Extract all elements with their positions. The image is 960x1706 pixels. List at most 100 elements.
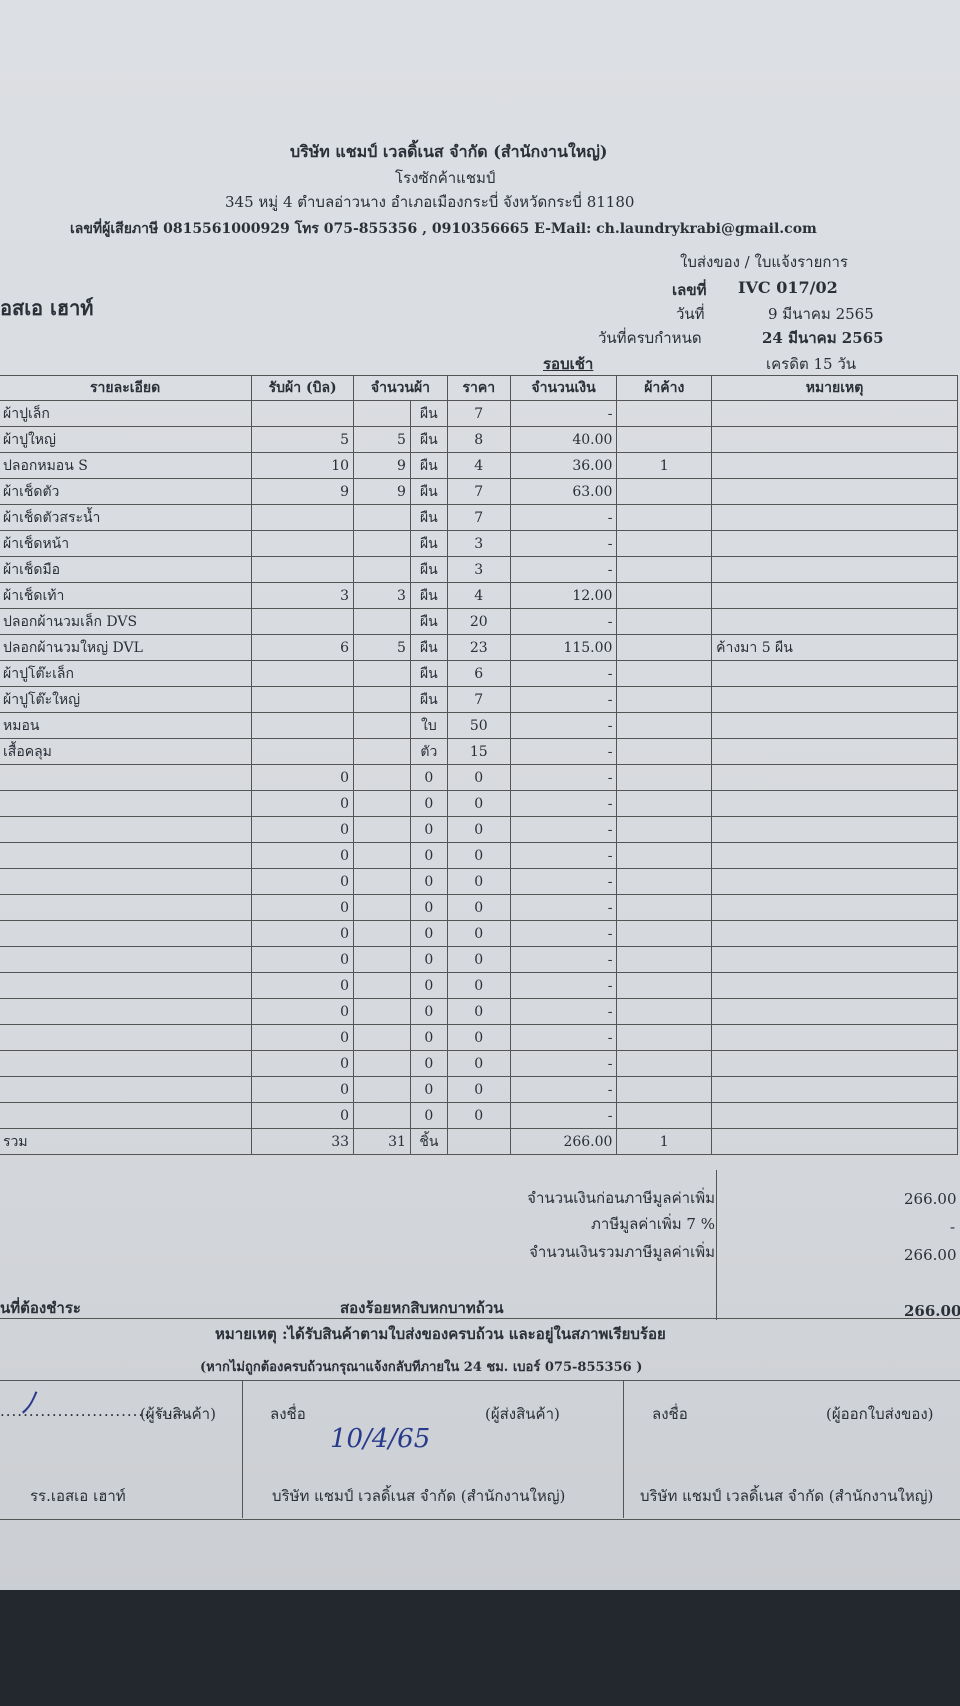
cell: 0 <box>251 868 355 895</box>
address: 345 หมู่ 4 ตำบลอ่าวนาง อำเภอเมืองกระบี่ … <box>225 193 635 211</box>
cell: 10 <box>251 452 355 479</box>
cell: 0 <box>446 868 511 895</box>
cell: ผืน <box>409 556 448 583</box>
cell <box>616 582 713 609</box>
plant-name: โรงซักค้าแชมป์ <box>395 169 496 187</box>
item-row: ผ้าเช็ดเท้า 3 3 ผืน 4 12.00 <box>0 582 958 609</box>
column-header: ราคา <box>446 375 511 401</box>
cell: 0 <box>409 998 448 1025</box>
cell <box>0 894 253 921</box>
cell <box>251 556 355 583</box>
cell <box>711 1050 958 1077</box>
cell: 20 <box>446 608 511 635</box>
cell: 0 <box>446 894 511 921</box>
due-label: นที่ต้องชำระ <box>0 1299 81 1317</box>
cell <box>353 764 411 791</box>
rule <box>0 1318 960 1319</box>
item-row: ผ้าเช็ดตัวสระน้ำ ผืน 7- <box>0 504 958 531</box>
dots: ................................. <box>0 1402 191 1420</box>
cell <box>353 816 411 843</box>
cell: - <box>509 868 618 895</box>
cell <box>616 556 713 583</box>
cell: 0 <box>409 816 448 843</box>
cell <box>711 660 958 687</box>
cell: 9 <box>251 478 355 505</box>
cell <box>711 530 958 557</box>
total-label: จำนวนเงินรวมภาษีมูลค่าเพิ่ม <box>529 1243 715 1261</box>
cell: ผ้าปูโต๊ะเล็ก <box>0 660 253 687</box>
item-row: หมอน ใบ 50- <box>0 712 958 739</box>
cell: 0 <box>446 816 511 843</box>
cell <box>251 504 355 531</box>
item-row: ผ้าปูโต๊ะใหญ่ ผืน 7- <box>0 686 958 713</box>
column-header: จำนวนผ้า <box>353 375 448 401</box>
cell <box>711 1076 958 1103</box>
cell <box>616 1050 713 1077</box>
cell: - <box>509 972 618 999</box>
sign-label: ลงชื่อ <box>270 1405 306 1423</box>
cell <box>711 972 958 999</box>
cell: 0 <box>251 1102 355 1129</box>
cell: ผืน <box>409 478 448 505</box>
cell <box>616 894 713 921</box>
cell <box>616 400 713 427</box>
cell <box>616 504 713 531</box>
item-row: เสื้อคลุม ตัว 15- <box>0 738 958 765</box>
cell: 7 <box>446 686 511 713</box>
cell: - <box>509 1102 618 1129</box>
cell: 23 <box>446 634 511 661</box>
cell: 6 <box>446 660 511 687</box>
cell <box>353 738 411 765</box>
column-header: รับผ้า (บิล) <box>251 375 355 401</box>
cell: 50 <box>446 712 511 739</box>
cell: 0 <box>409 1076 448 1103</box>
cell <box>616 1102 713 1129</box>
cell <box>353 686 411 713</box>
cell <box>711 478 958 505</box>
cell <box>0 1076 253 1103</box>
cell: 0 <box>446 1050 511 1077</box>
sign-label: ลงชื่อ <box>652 1405 688 1423</box>
cell: ผืน <box>409 530 448 557</box>
cell <box>0 842 253 869</box>
cell <box>711 920 958 947</box>
cell <box>353 608 411 635</box>
item-row: ผ้าเช็ดมือ ผืน 3- <box>0 556 958 583</box>
cell <box>616 790 713 817</box>
cell: 0 <box>251 1076 355 1103</box>
cell: - <box>509 530 618 557</box>
cell <box>616 738 713 765</box>
cell <box>353 1024 411 1051</box>
cell <box>353 868 411 895</box>
cell: 0 <box>446 842 511 869</box>
cell: ผืน <box>409 634 448 661</box>
cell: - <box>509 1076 618 1103</box>
cell: 0 <box>251 946 355 973</box>
cell: 6 <box>251 634 355 661</box>
note-line: หมายเหตุ :ได้รับสินค้าตามใบส่งของครบถ้วน… <box>215 1325 666 1343</box>
cell <box>711 1102 958 1129</box>
cell <box>0 972 253 999</box>
cell: 0 <box>251 998 355 1025</box>
cell <box>0 816 253 843</box>
cell <box>711 946 958 973</box>
total: 266.00 <box>904 1246 957 1264</box>
cell: ผ้าเช็ดมือ <box>0 556 253 583</box>
contact: เลขที่ผู้เสียภาษี 0815561000929 โทร 075-… <box>70 221 817 237</box>
cell: 1 <box>616 452 713 479</box>
cell: 7 <box>446 400 511 427</box>
cell: - <box>509 504 618 531</box>
cell: 0 <box>251 972 355 999</box>
cell: - <box>509 894 618 921</box>
item-row: ผ้าปูเล็ก ผืน 7- <box>0 400 958 427</box>
cell: ผ้าเช็ดตัวสระน้ำ <box>0 504 253 531</box>
cell: 0 <box>409 790 448 817</box>
issuer-role: (ผู้ออกใบส่งของ) <box>826 1405 934 1423</box>
cell: ผืน <box>409 660 448 687</box>
cell <box>711 452 958 479</box>
cell <box>711 764 958 791</box>
cell <box>711 504 958 531</box>
